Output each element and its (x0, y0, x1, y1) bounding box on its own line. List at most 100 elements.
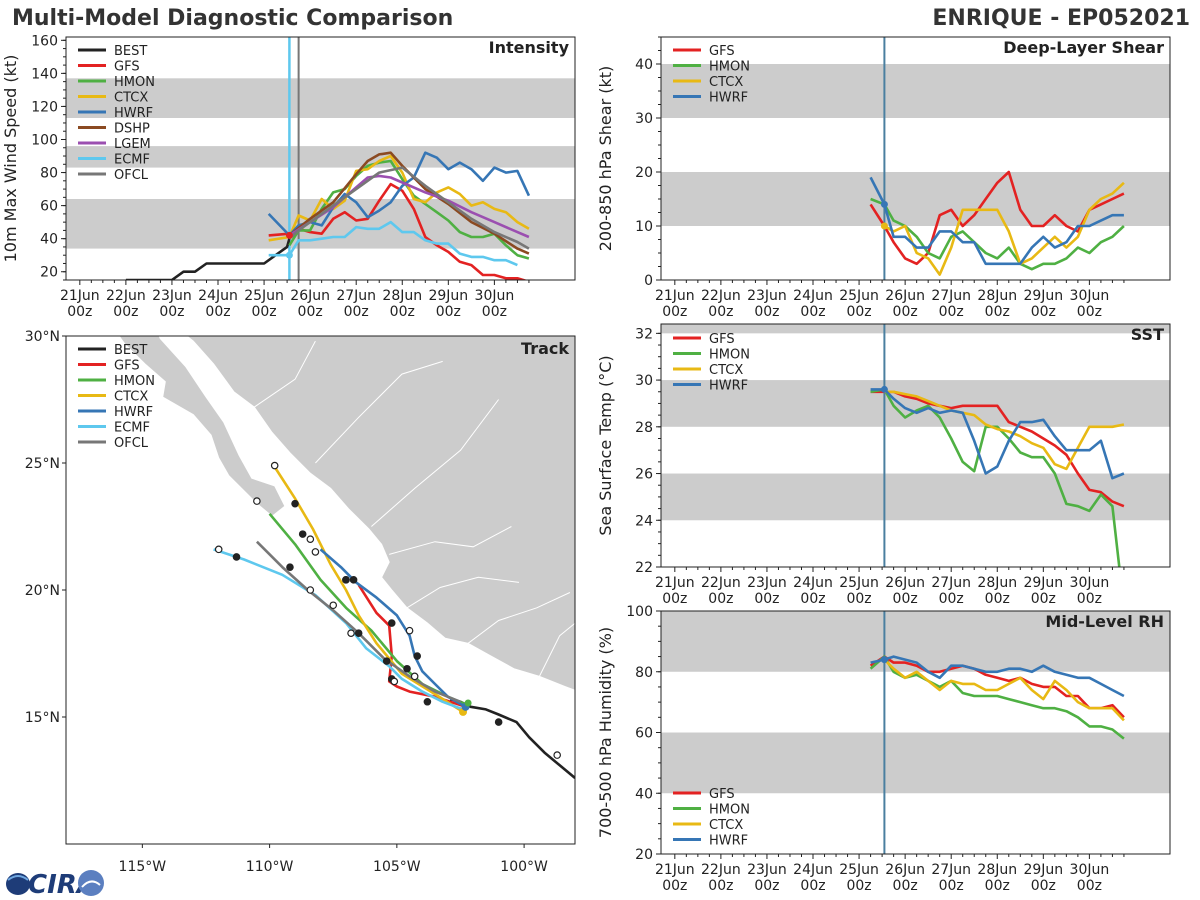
rh-xtick-label-hour: 00z (1031, 878, 1056, 894)
shear-panel: 01020304021Jun00z22Jun00z23Jun00z24Jun00… (596, 36, 1171, 320)
shear-xtick-label-day: 24Jun (793, 288, 833, 304)
rh-legend-label-gfs: GFS (709, 787, 735, 802)
rh-xtick-label-hour: 00z (662, 878, 687, 894)
intensity-ylabel: 10m Max Wind Speed (kt) (1, 55, 20, 263)
sst-xtick-label-day: 27Jun (931, 575, 971, 591)
track-point-gfs (423, 697, 432, 706)
state-border-2 (389, 526, 512, 555)
sst-xtick-label-hour: 00z (846, 591, 871, 607)
figure-title: Multi-Model Diagnostic Comparison (12, 6, 453, 31)
state-border-0 (315, 360, 443, 464)
rh-xtick-label-day: 22Jun (701, 862, 741, 878)
shear-xtick-label-hour: 00z (893, 304, 918, 320)
shear-legend-label-hwrf: HWRF (709, 91, 748, 106)
sst-init-marker-hwrf (880, 385, 888, 393)
intensity-series-hwrf (267, 151, 531, 237)
rh-xtick-label-day: 26Jun (885, 862, 925, 878)
intensity-xtick-label-hour: 00z (159, 304, 184, 320)
storm-id: ENRIQUE - EP052021 (932, 6, 1190, 31)
intensity-xtick-label-day: 21Jun (60, 288, 100, 304)
rh-xtick-label-day: 30Jun (1070, 862, 1110, 878)
shear-xtick-label-hour: 00z (754, 304, 779, 320)
intensity-init-marker-ecmf (285, 251, 293, 259)
intensity-legend-label-gfs: GFS (114, 60, 140, 75)
state-border-3 (406, 576, 520, 609)
intensity-panel: 2040608010012014016021Jun00z22Jun00z23Ju… (1, 33, 576, 320)
agency-seal-icon (78, 870, 104, 896)
shear-xtick-label-day: 21Jun (655, 288, 695, 304)
track-legend-label-ecmf: ECMF (114, 421, 150, 436)
rh-xtick-label-day: 24Jun (793, 862, 833, 878)
intensity-xtick-label-day: 29Jun (428, 288, 468, 304)
intensity-series-dshp (288, 151, 530, 255)
rh-panel: 2040608010021Jun00z22Jun00z23Jun00z24Jun… (596, 604, 1171, 894)
rh-xtick-label-hour: 00z (754, 878, 779, 894)
sst-xtick-label-hour: 00z (893, 591, 918, 607)
track-ytick-label: 15°N (25, 710, 60, 726)
intensity-series-gfs (268, 182, 528, 280)
mainland-mexico (186, 336, 575, 691)
shear-init-marker-hwrf (880, 200, 888, 208)
intensity-ytick-label: 20 (40, 265, 58, 281)
intensity-ytick-label: 80 (40, 166, 58, 182)
intensity-xtick-label-day: 26Jun (290, 288, 330, 304)
intensity-init-marker-gfs (285, 231, 293, 239)
shear-xtick-label-day: 26Jun (885, 288, 925, 304)
intensity-ytick-label: 160 (31, 33, 58, 49)
shear-xtick-label-day: 22Jun (701, 288, 741, 304)
rh-ytick-label: 80 (635, 665, 653, 681)
intensity-band-2 (66, 78, 575, 118)
shear-series-hmon (870, 197, 1125, 271)
intensity-xtick-label-day: 24Jun (198, 288, 238, 304)
sst-ylabel: Sea Surface Temp (°C) (596, 355, 615, 535)
sst-panel: 22242628303221Jun00z22Jun00z23Jun00z24Ju… (596, 323, 1171, 607)
sst-ytick-label: 30 (635, 373, 653, 389)
track-point-ecmf (232, 553, 241, 561)
sst-series-ctcx (884, 390, 1125, 471)
intensity-legend-label-hwrf: HWRF (114, 106, 153, 121)
shear-xtick-label-hour: 00z (985, 304, 1010, 320)
shear-ytick-label: 0 (644, 273, 653, 289)
track-point-hwrf (413, 652, 422, 660)
sst-series-gfs (870, 390, 1125, 508)
track-line-ecmf (213, 548, 464, 711)
cira-logo: CIRA (6, 870, 104, 900)
rh-series-gfs (869, 655, 1125, 719)
shear-xtick-label-day: 25Jun (839, 288, 879, 304)
intensity-series-ecmf (268, 220, 518, 267)
shear-ytick-label: 40 (635, 57, 653, 73)
track-legend-label-gfs: GFS (114, 359, 140, 374)
shear-ytick-label: 10 (635, 219, 653, 235)
sst-ytick-label: 26 (635, 467, 653, 483)
sst-xtick-label-hour: 00z (1031, 591, 1056, 607)
track-xtick-label: 115°W (119, 859, 167, 875)
state-border-5 (538, 622, 575, 677)
track-ytick-label: 25°N (25, 456, 60, 472)
track-point-ctcx (342, 576, 350, 584)
intensity-legend-label-ecmf: ECMF (114, 153, 150, 168)
intensity-xtick-label-hour: 00z (298, 304, 323, 320)
track-point-hwrf (349, 576, 358, 584)
track-legend-label-ofcl: OFCL (114, 436, 149, 451)
rh-init-marker-hwrf (880, 656, 888, 664)
track-init-hmon (464, 699, 472, 707)
sst-ytick-label: 22 (635, 560, 653, 576)
shear-xtick-label-hour: 00z (939, 304, 964, 320)
sst-xtick-label-hour: 00z (985, 591, 1010, 607)
shear-xtick-label-day: 29Jun (1023, 288, 1063, 304)
track-point-ofcl (354, 629, 363, 637)
rh-ylabel: 700-500 hPa Humidity (%) (596, 627, 615, 838)
intensity-ytick-label: 120 (31, 99, 58, 115)
intensity-ytick-label: 40 (40, 232, 58, 248)
track-point-hwrf (311, 548, 320, 556)
sst-xtick-label-hour: 00z (754, 591, 779, 607)
shear-xtick-label-hour: 00z (1031, 304, 1056, 320)
rh-ytick-label: 20 (635, 847, 653, 863)
rh-title: Mid-Level RH (1045, 612, 1164, 631)
shear-band-0 (661, 172, 1170, 226)
intensity-title: Intensity (489, 38, 570, 57)
intensity-xtick-label-day: 28Jun (382, 288, 422, 304)
sst-ytick-label: 32 (635, 326, 653, 342)
sst-xtick-label-day: 25Jun (839, 575, 879, 591)
